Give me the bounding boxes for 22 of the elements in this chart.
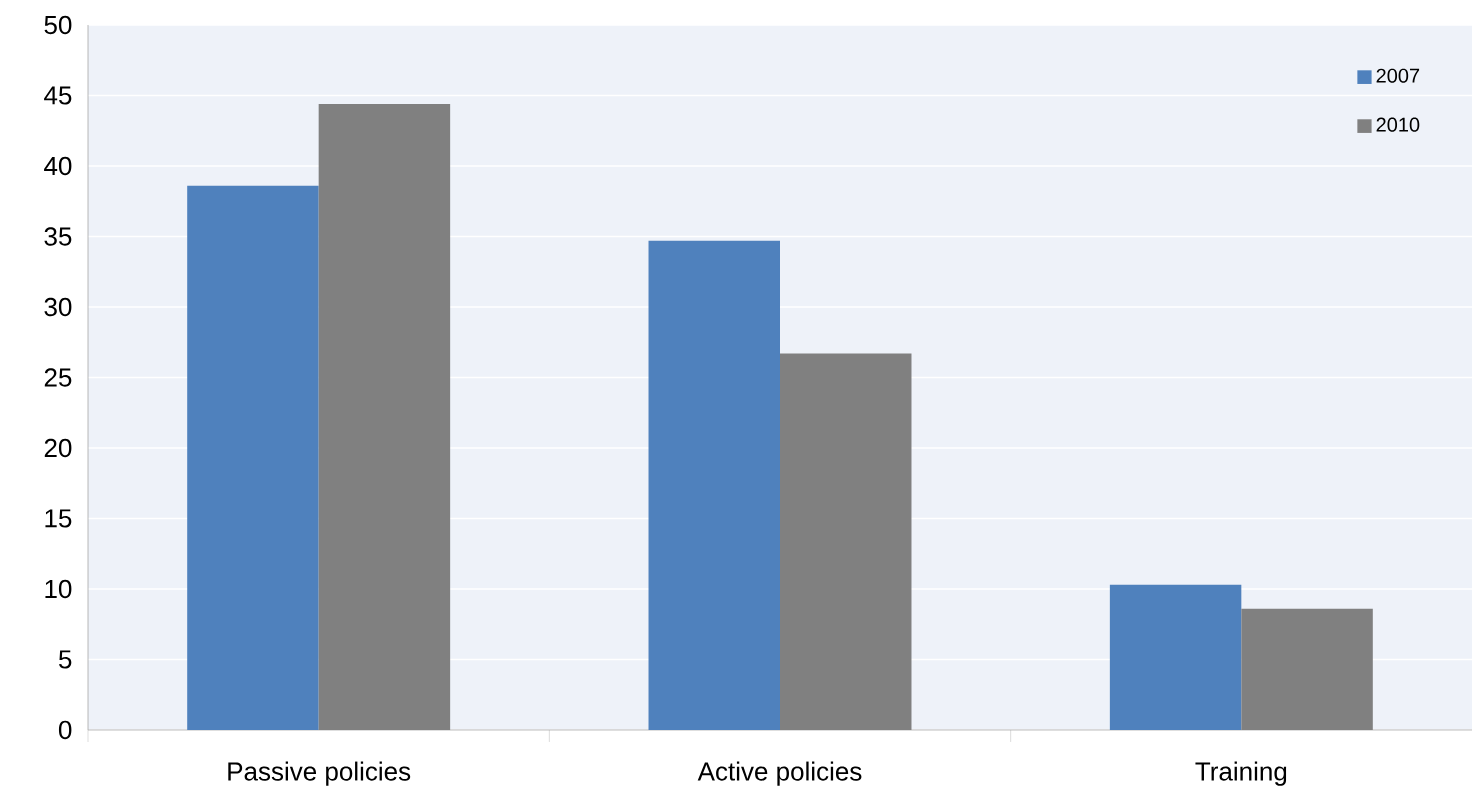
y-tick-label: 20 xyxy=(44,438,72,458)
bar xyxy=(318,103,451,730)
legend-label: 2010 xyxy=(1376,117,1420,132)
x-tick-label: Passive policies xyxy=(228,761,411,786)
y-tick-label: 5 xyxy=(58,650,72,669)
bar xyxy=(1109,584,1242,730)
y-tick-label: 25 xyxy=(44,368,72,387)
y-tick-label: 10 xyxy=(45,579,72,599)
y-tick-label: 15 xyxy=(45,509,72,528)
legend-label: 2007 xyxy=(1376,68,1420,83)
y-tick-label: 45 xyxy=(44,86,72,105)
bar xyxy=(1241,608,1373,730)
y-tick-label: 0 xyxy=(58,720,72,740)
y-tick-label: 50 xyxy=(44,15,72,35)
bar xyxy=(187,185,319,730)
x-tick-label: Training xyxy=(1195,761,1287,786)
y-tick-label: 35 xyxy=(44,227,72,246)
bar xyxy=(648,240,780,730)
bar xyxy=(780,353,912,730)
y-tick-label: 30 xyxy=(44,297,72,317)
y-tick-label: 40 xyxy=(44,156,72,176)
x-tick-label: Active policies xyxy=(697,761,862,786)
